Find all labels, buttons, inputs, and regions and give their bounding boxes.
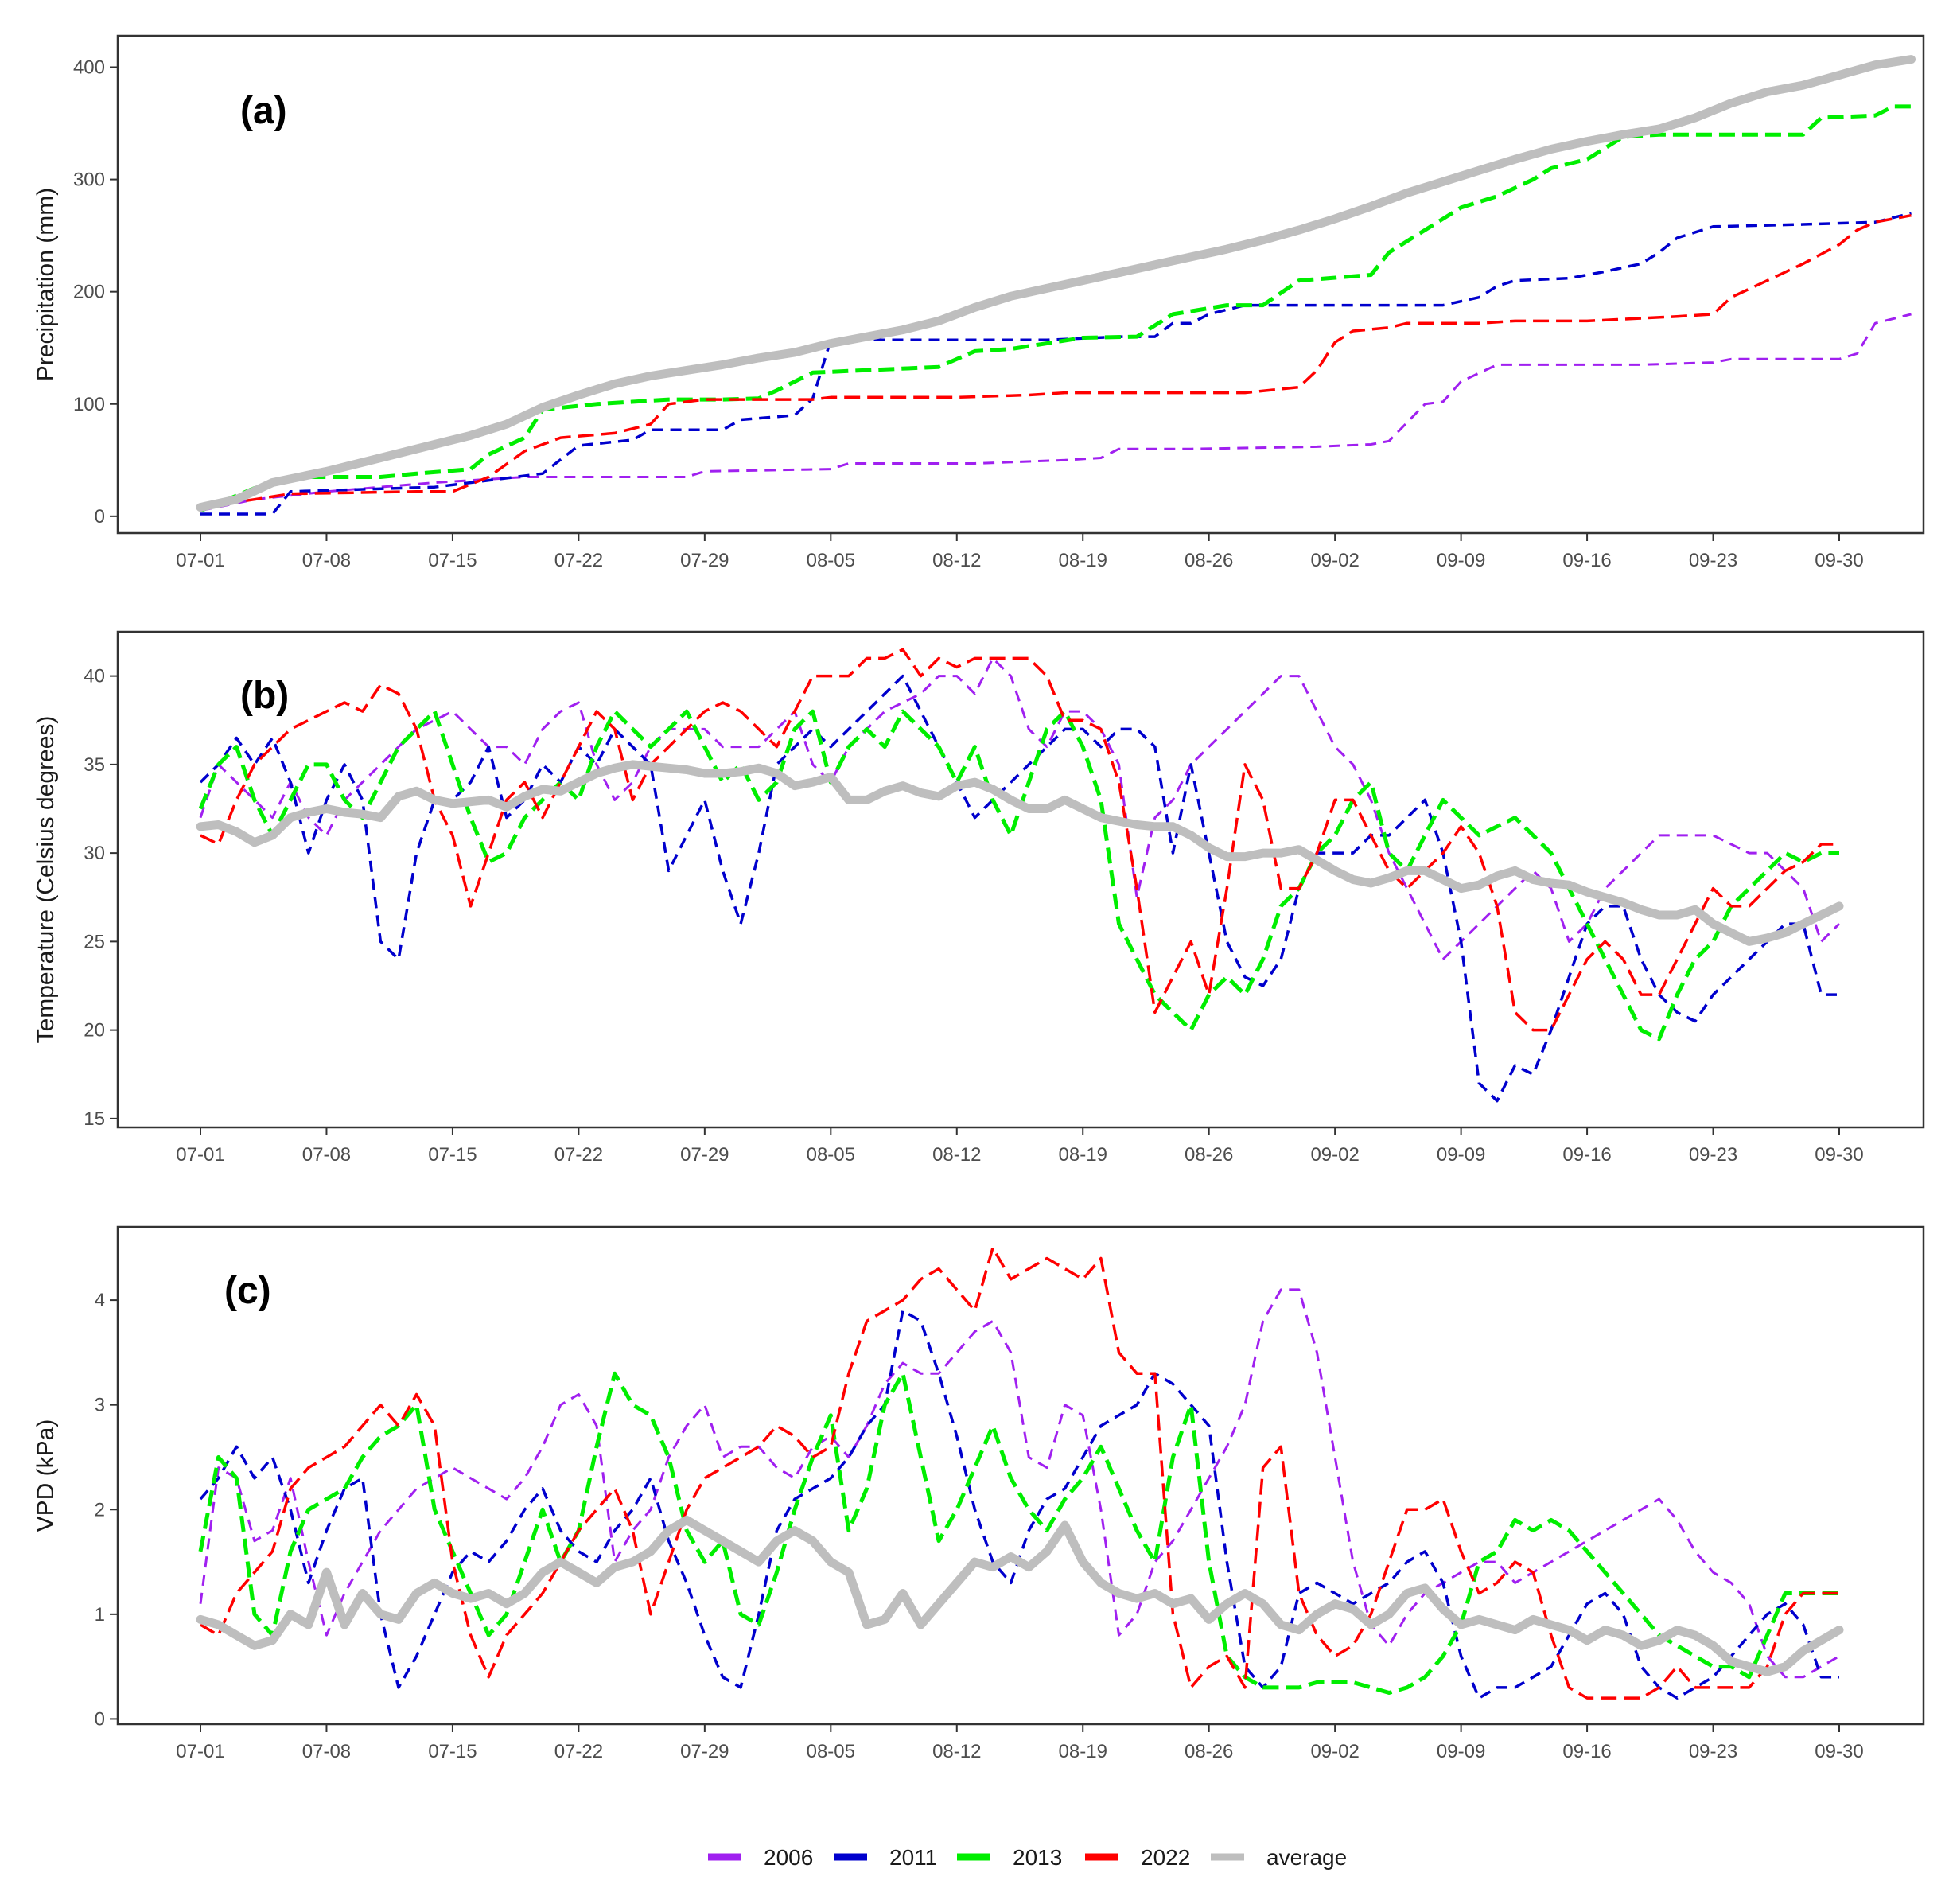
- series-line-2011: [200, 212, 1912, 516]
- y-tick-label: 30: [84, 843, 105, 864]
- x-tick-label: 07-22: [554, 1741, 603, 1762]
- y-tick-label: 0: [95, 506, 105, 528]
- x-tick-label: 07-08: [302, 1144, 351, 1166]
- y-tick-label: 400: [73, 57, 105, 79]
- x-tick-label: 08-26: [1185, 1741, 1233, 1762]
- x-tick-label: 08-12: [932, 1741, 981, 1762]
- y-tick-label: 100: [73, 394, 105, 415]
- y-tick-label: 35: [84, 754, 105, 776]
- x-tick-label: 09-02: [1310, 1741, 1359, 1762]
- x-tick-label: 07-29: [680, 550, 729, 571]
- x-tick-label: 09-16: [1562, 550, 1611, 571]
- legend-label-2006: 2006: [764, 1845, 813, 1870]
- legend-label-average: average: [1266, 1845, 1347, 1870]
- x-tick-label: 07-08: [302, 1741, 351, 1762]
- y-tick-label: 1: [95, 1604, 105, 1626]
- x-tick-label: 07-15: [428, 1741, 477, 1762]
- y-tick-label: 300: [73, 169, 105, 191]
- series-line-2022: [200, 213, 1912, 509]
- y-tick-label: 0: [95, 1708, 105, 1730]
- series-group: [196, 55, 1916, 516]
- series-line-2013: [198, 1371, 1839, 1695]
- x-tick-label: 09-09: [1437, 1144, 1485, 1166]
- x-tick-label: 08-26: [1185, 1144, 1233, 1166]
- x-tick-label: 07-01: [176, 550, 224, 571]
- y-tick-label: 25: [84, 931, 105, 952]
- x-tick-label: 08-26: [1185, 550, 1233, 571]
- x-tick-label: 07-29: [680, 1741, 729, 1762]
- x-tick-label: 08-19: [1059, 1144, 1107, 1166]
- series-line-2006: [199, 656, 1841, 961]
- panel-a: 0 100 200 300 400 07-01 07-08 07-15 07-22 07-29 08…: [33, 34, 1925, 571]
- y-axis-label: Temperature (Celsius degrees): [33, 716, 59, 1044]
- legend-label-2011: 2011: [889, 1845, 937, 1870]
- series-group: [196, 1246, 1844, 1700]
- x-tick-label: 07-08: [302, 550, 351, 571]
- series-line-average: [196, 1515, 1844, 1676]
- x-tick-label: 08-12: [932, 1144, 981, 1166]
- y-tick-label: 2: [95, 1499, 105, 1520]
- series-line-2022: [200, 648, 1839, 1032]
- x-tick-label: 07-22: [554, 550, 603, 571]
- x-tick-label: 09-23: [1689, 550, 1737, 571]
- x-tick-label: 09-30: [1815, 1144, 1863, 1166]
- x-tick-label: 08-12: [932, 550, 981, 571]
- x-tick-label: 09-09: [1437, 1741, 1485, 1762]
- series-line-average: [196, 760, 1844, 946]
- x-tick-label: 09-16: [1562, 1741, 1611, 1762]
- x-tick-label: 09-02: [1310, 1144, 1359, 1166]
- y-tick-label: 20: [84, 1020, 105, 1042]
- series-line-2011: [199, 674, 1839, 1103]
- y-axis-label: Precipitation (mm): [33, 188, 59, 381]
- y-tick-label: 3: [95, 1395, 105, 1416]
- x-tick-label: 07-01: [176, 1741, 224, 1762]
- y-tick-label: 4: [95, 1290, 105, 1311]
- series-line-2006: [200, 313, 1912, 512]
- x-tick-label: 09-16: [1562, 1144, 1611, 1166]
- panel-label: (b): [240, 675, 289, 717]
- x-tick-label: 09-09: [1437, 550, 1485, 571]
- series-group: [196, 648, 1844, 1103]
- panel-label: (c): [224, 1270, 271, 1312]
- y-tick-label: 40: [84, 666, 105, 687]
- x-tick-label: 07-15: [428, 550, 477, 571]
- legend-label-2013: 2013: [1013, 1845, 1062, 1870]
- series-line-average: [196, 55, 1916, 512]
- panel-c: 0 1 2 3 4 07-01 07-08 07-15 07-22 07-29 08-05 08-12…: [33, 1225, 1925, 1762]
- panel-b: 15 20 25 30 35 40 07-01 07-08 07-15 07-22 07-29 08-…: [33, 630, 1925, 1166]
- x-tick-label: 09-02: [1310, 550, 1359, 571]
- y-tick-label: 15: [84, 1108, 105, 1130]
- x-tick-label: 09-30: [1815, 1741, 1863, 1762]
- x-tick-label: 09-30: [1815, 550, 1863, 571]
- x-tick-label: 07-29: [680, 1144, 729, 1166]
- x-tick-label: 07-22: [554, 1144, 603, 1166]
- panel-label: (a): [240, 90, 287, 132]
- plot-frame: [116, 1225, 1925, 1726]
- y-tick-label: 200: [73, 282, 105, 303]
- legend: 2006 2011 2013 2022 average: [708, 1845, 1347, 1870]
- series-line-2011: [199, 1309, 1839, 1700]
- x-tick-label: 09-23: [1689, 1144, 1737, 1166]
- x-tick-label: 07-01: [176, 1144, 224, 1166]
- plot-frame: [116, 630, 1925, 1129]
- legend-label-2022: 2022: [1141, 1845, 1190, 1870]
- x-tick-label: 08-19: [1059, 1741, 1107, 1762]
- x-tick-label: 08-05: [807, 1144, 855, 1166]
- x-tick-label: 09-23: [1689, 1741, 1737, 1762]
- series-line-2006: [199, 1288, 1840, 1679]
- x-tick-label: 07-15: [428, 1144, 477, 1166]
- x-tick-label: 08-19: [1059, 550, 1107, 571]
- series-line-2022: [200, 1246, 1839, 1700]
- x-tick-label: 08-05: [807, 550, 855, 571]
- x-tick-label: 08-05: [807, 1741, 855, 1762]
- y-axis-label: VPD (kPa): [33, 1419, 59, 1532]
